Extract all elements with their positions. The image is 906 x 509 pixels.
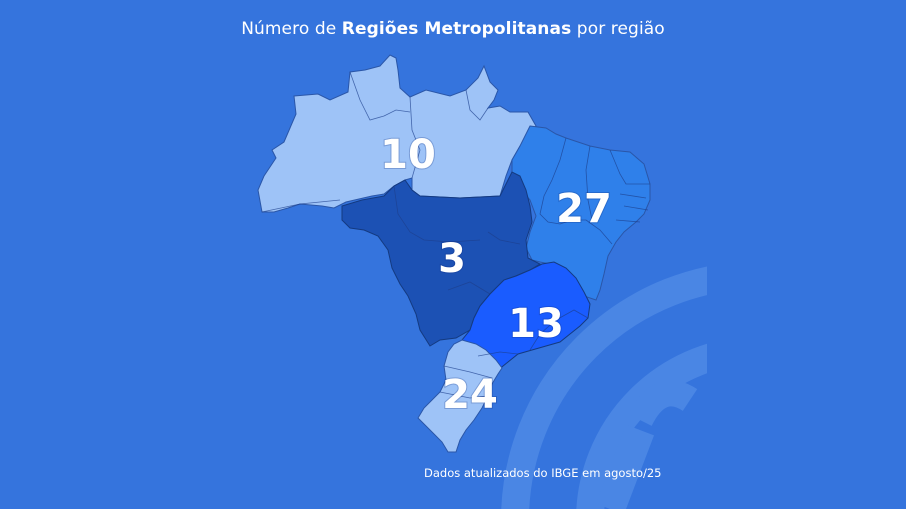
state-borders — [261, 71, 650, 399]
title-bold: Regiões Metropolitanas — [341, 19, 572, 39]
label-norte: 10 — [380, 132, 436, 178]
label-sudeste: 13 — [508, 301, 564, 347]
source-note: Dados atualizados do IBGE em agosto/25 — [424, 466, 662, 480]
title-prefix: Número de — [241, 19, 342, 39]
label-nordeste: 27 — [556, 186, 612, 232]
chart-title: Número de Regiões Metropolitanas por reg… — [0, 19, 906, 39]
region-sudeste — [461, 261, 591, 371]
title-suffix: por região — [571, 19, 665, 39]
label-centro-oeste: 3 — [438, 236, 466, 282]
label-sul: 24 — [442, 372, 498, 418]
region-nordeste — [511, 125, 651, 301]
